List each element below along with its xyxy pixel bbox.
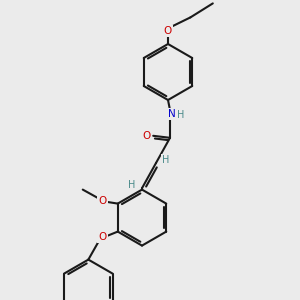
Text: H: H <box>162 155 170 165</box>
Text: N: N <box>168 109 176 119</box>
Text: O: O <box>142 131 150 141</box>
Text: H: H <box>177 110 185 120</box>
Text: O: O <box>98 196 106 206</box>
Text: O: O <box>164 26 172 36</box>
Text: O: O <box>98 232 106 242</box>
Text: H: H <box>128 180 136 190</box>
